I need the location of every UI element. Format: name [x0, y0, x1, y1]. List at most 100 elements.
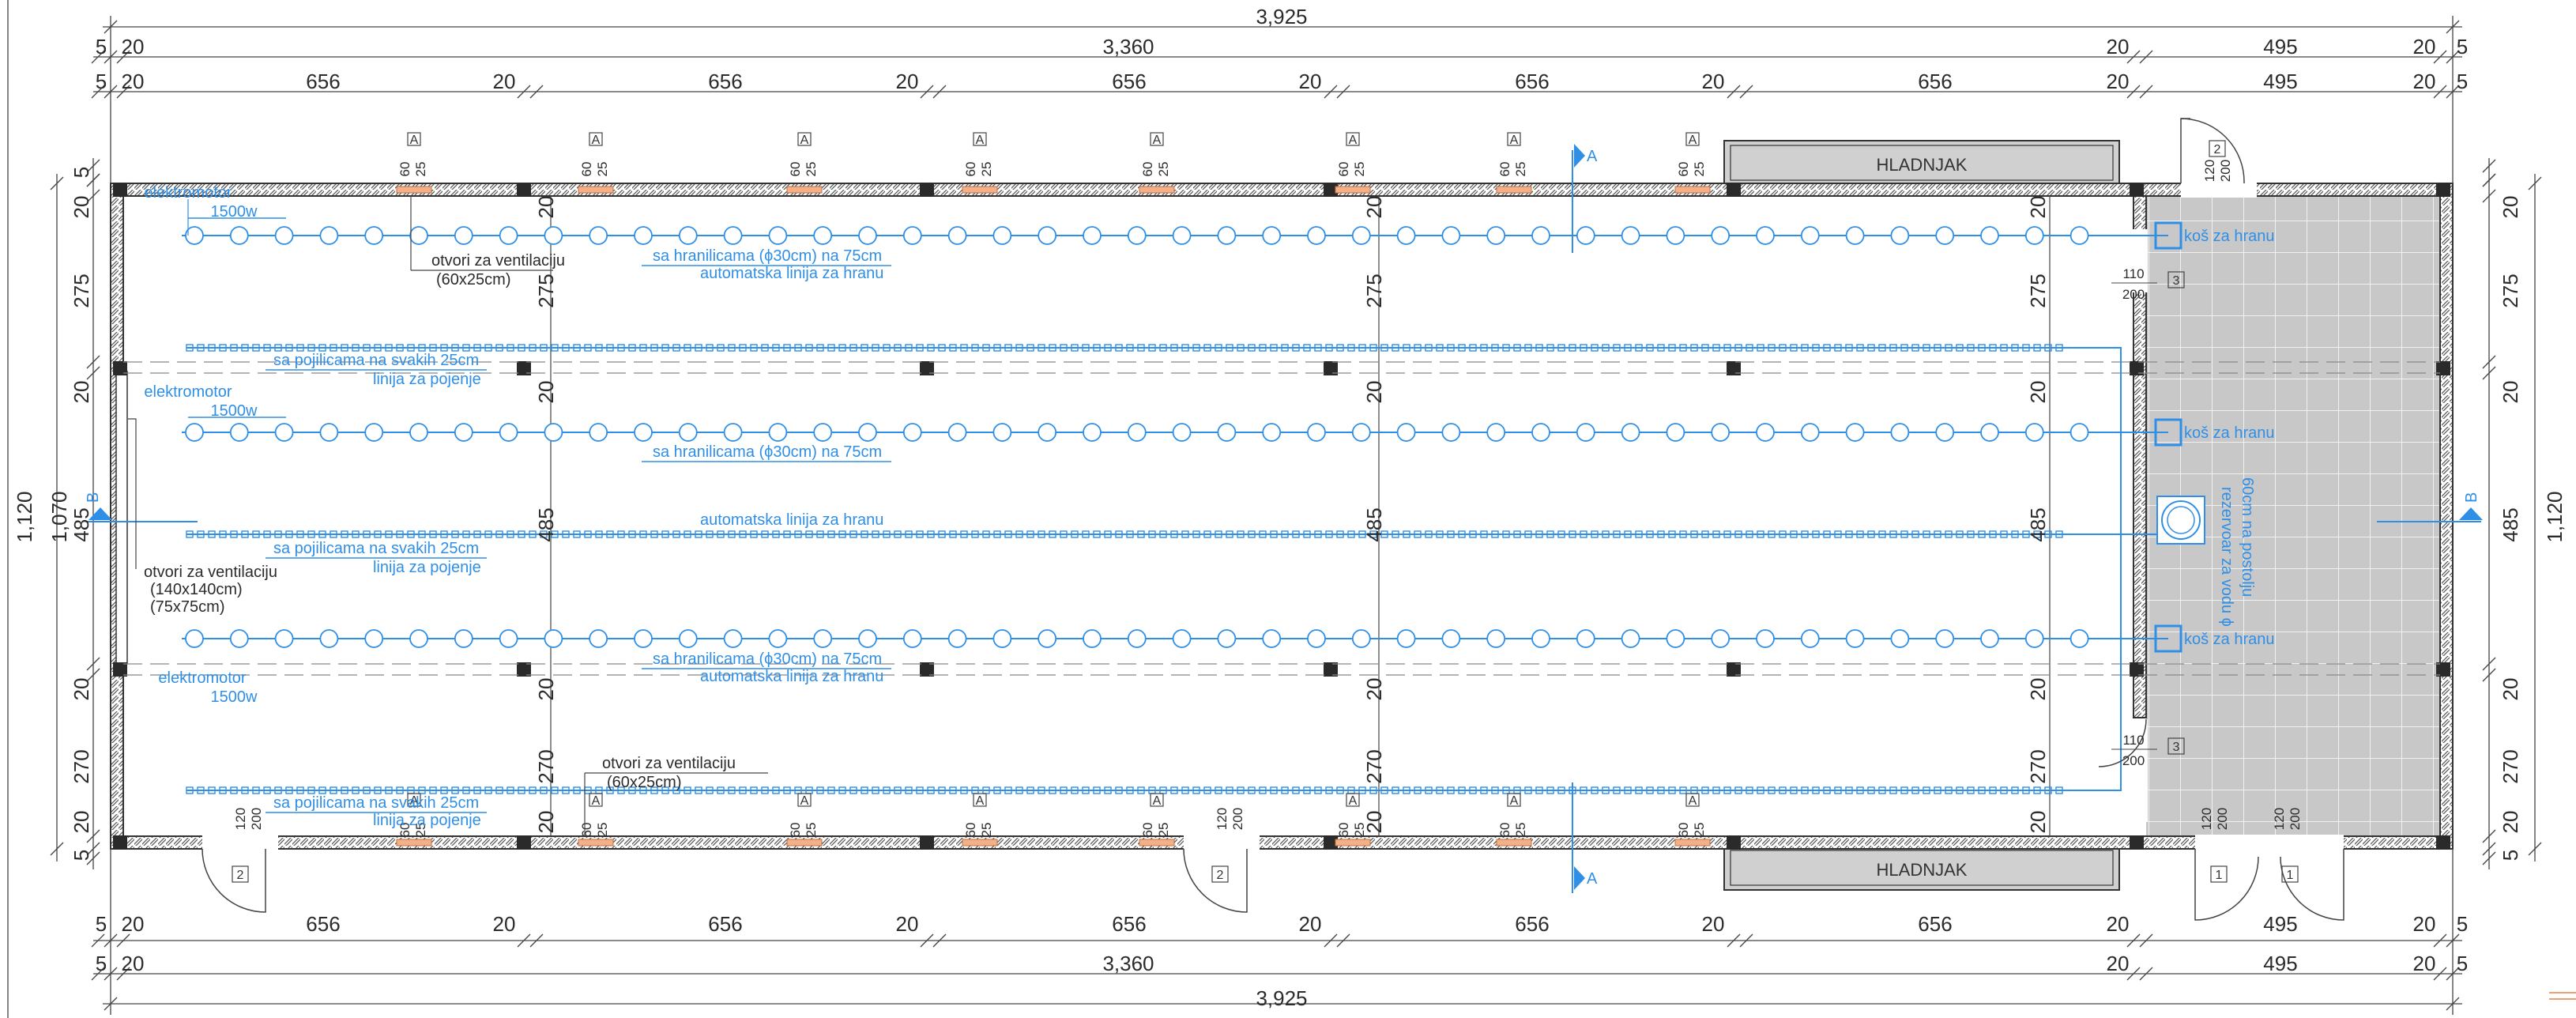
feeder-pan [2069, 423, 2089, 442]
drinker [1392, 786, 1399, 794]
vertical-dimension: 20 [70, 196, 93, 219]
vertical-dimension: 20 [70, 811, 93, 834]
feeder-pan [678, 629, 698, 648]
edge-dimension: 5 [70, 850, 93, 861]
drinker [407, 344, 415, 352]
drinker [1613, 344, 1621, 352]
dimension-tick [2139, 50, 2153, 64]
drinker [1115, 344, 1123, 352]
column-dimension: 20 [1702, 70, 1725, 93]
door-tag-box [232, 865, 249, 883]
drinker [2011, 786, 2019, 794]
drinker [1403, 530, 1410, 538]
vent-tag: A [410, 134, 419, 147]
vent-width: 25 [1156, 162, 1171, 177]
column-dimension: 20 [1299, 70, 1322, 93]
drinker [562, 344, 570, 352]
feeder-pan [813, 629, 833, 648]
drinker [1668, 344, 1676, 352]
drinker [573, 344, 581, 352]
drinker [219, 344, 227, 352]
drinker [1458, 344, 1466, 352]
drinker [540, 786, 548, 794]
drinker [1535, 530, 1543, 538]
feeder-pan [992, 629, 1012, 648]
vent-height: 60 [397, 823, 412, 838]
drinker [1569, 530, 1576, 538]
dimension-tick [2482, 366, 2496, 380]
feeder-line: koš za hranu [182, 221, 2275, 250]
drinker [1015, 786, 1023, 794]
drinker [241, 530, 249, 538]
vent-note-wall-3: (75x75cm) [150, 598, 224, 616]
drinker [1026, 786, 1034, 794]
drinker [1414, 344, 1422, 352]
drinker [462, 786, 470, 794]
feeder-pan [768, 226, 788, 245]
drinker [1945, 530, 1953, 538]
drinker [717, 786, 725, 794]
drinker [1226, 344, 1233, 352]
feeder-pan [1890, 423, 1910, 442]
drinker [1380, 344, 1388, 352]
drinker [1646, 344, 1654, 352]
grid-dimension: 485 [2026, 507, 2050, 541]
drinker [816, 530, 824, 538]
drinker [429, 530, 437, 538]
drinker [1657, 344, 1665, 352]
feeder-pan [1576, 226, 1595, 245]
drinker [473, 786, 481, 794]
dimension-tick [1336, 933, 1350, 948]
drinker [1270, 344, 1278, 352]
column [113, 361, 127, 375]
feed-bin [2154, 418, 2182, 447]
drinker [1967, 530, 1975, 538]
vent-width: 25 [1692, 162, 1707, 177]
feeder-pan [1172, 423, 1192, 442]
drinker [429, 344, 437, 352]
grid-dimension: 20 [2026, 381, 2050, 404]
drinker [1480, 530, 1488, 538]
drinker [916, 344, 924, 352]
drinker [584, 530, 592, 538]
edge-dimension: 5 [70, 167, 93, 178]
drinker [1779, 786, 1787, 794]
feeder-pan [1845, 629, 1865, 648]
column-dimension: 20 [896, 70, 919, 93]
drinker [1790, 344, 1798, 352]
drinker [241, 344, 249, 352]
drinker [1192, 344, 1200, 352]
drinker [1347, 344, 1355, 352]
dimension-value: 495 [2263, 952, 2297, 975]
drinker [1358, 786, 1366, 794]
drinker [263, 786, 271, 794]
drinker [1038, 530, 1045, 538]
drinker [639, 344, 647, 352]
drinker [263, 530, 271, 538]
drinker [1646, 530, 1654, 538]
dimension-value: 495 [2263, 35, 2297, 58]
drinker [1049, 530, 1056, 538]
drinker [816, 786, 824, 794]
door-height: 120 [2202, 160, 2217, 182]
drinker [363, 786, 371, 794]
equipment-layer: koš za hranu koš za hranu koš za hranu [182, 186, 2275, 846]
drinker [1093, 786, 1101, 794]
door-tag-box [2167, 737, 2185, 755]
drinker [1546, 530, 1554, 538]
vent-height: 60 [963, 162, 978, 177]
drinker [650, 530, 658, 538]
column [2436, 662, 2450, 677]
dimension-tick [517, 933, 531, 948]
feeder-pan [409, 423, 428, 442]
drinker [1945, 344, 1953, 352]
drinker [1004, 344, 1012, 352]
dimension-tick [116, 50, 130, 64]
drinker [2055, 344, 2063, 352]
drinker [1712, 344, 1720, 352]
section-b-right-label: B [2463, 492, 2480, 503]
door-height: 120 [2199, 808, 2214, 830]
drinker [728, 786, 736, 794]
door-tag: 3 [2173, 274, 2180, 288]
